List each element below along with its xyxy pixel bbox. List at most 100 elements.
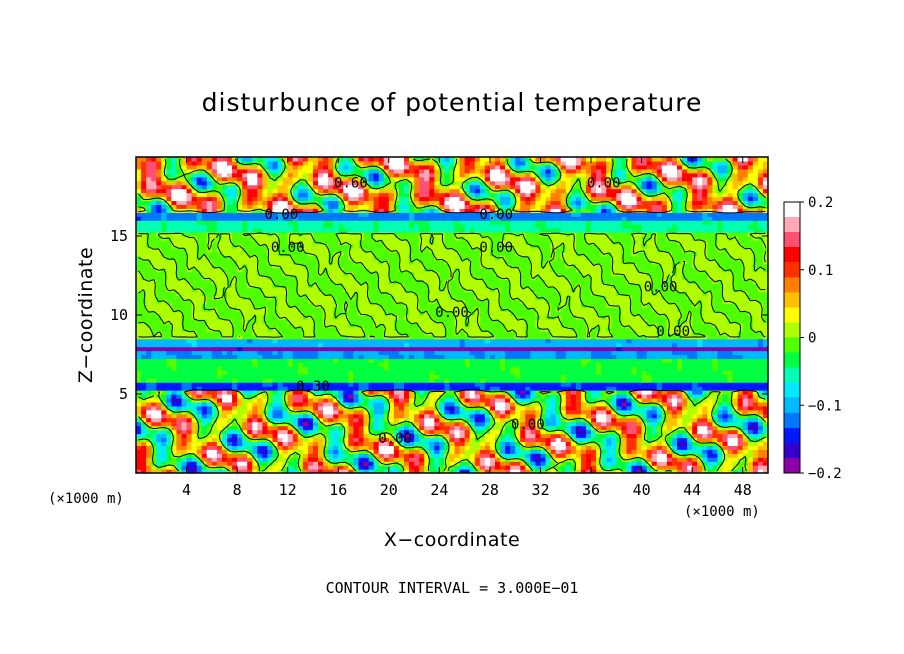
heatmap-cell — [757, 382, 764, 387]
heatmap-cell — [707, 326, 713, 332]
heatmap-cell — [494, 394, 501, 399]
heatmap-cell — [196, 465, 203, 470]
heatmap-cell — [535, 405, 542, 411]
heatmap-cell — [494, 346, 501, 352]
heatmap-cell — [141, 457, 147, 462]
heatmap-cell — [449, 445, 456, 450]
heatmap-cell — [449, 334, 456, 340]
heatmap-cell — [393, 342, 400, 348]
heatmap-cell — [535, 354, 542, 360]
heatmap-cell — [156, 322, 162, 328]
heatmap-cell — [388, 342, 395, 348]
heatmap-cell — [312, 370, 319, 375]
heatmap-cell — [181, 350, 188, 356]
heatmap-cell — [661, 338, 668, 344]
heatmap-cell — [237, 394, 243, 399]
heatmap-cell — [272, 409, 279, 415]
heatmap-cell — [439, 457, 446, 462]
heatmap-cell — [459, 453, 466, 458]
heatmap-cell — [606, 394, 612, 399]
heatmap-cell — [434, 417, 440, 423]
heatmap-cell — [454, 421, 461, 427]
heatmap-cell — [267, 350, 274, 356]
heatmap-cell — [651, 346, 658, 352]
heatmap-cell — [626, 326, 633, 332]
heatmap-cell — [702, 413, 708, 419]
heatmap-cell — [732, 366, 739, 371]
heatmap-cell — [712, 397, 719, 403]
heatmap-cell — [414, 322, 420, 328]
heatmap-cell — [585, 366, 592, 371]
heatmap-cell — [186, 405, 193, 411]
heatmap-cell — [206, 433, 213, 439]
heatmap-cell — [368, 421, 375, 427]
heatmap-cell — [282, 397, 289, 403]
heatmap-cell — [489, 405, 496, 411]
heatmap-cell — [752, 405, 759, 411]
heatmap-cell — [575, 409, 582, 415]
heatmap-cell — [247, 405, 253, 411]
heatmap-cell — [439, 350, 446, 356]
heatmap-cell — [515, 465, 521, 470]
heatmap-cell — [307, 441, 314, 446]
heatmap-cell — [414, 366, 420, 371]
heatmap-cell — [227, 453, 233, 458]
heatmap-cell — [363, 382, 370, 387]
heatmap-cell — [752, 441, 759, 446]
heatmap-cell — [156, 401, 162, 407]
heatmap-cell — [555, 362, 562, 367]
heatmap-cell — [484, 346, 491, 352]
heatmap-cell — [505, 315, 511, 320]
heatmap-cell — [510, 366, 516, 371]
heatmap-cell — [267, 374, 274, 379]
heatmap-cell — [747, 429, 754, 435]
heatmap-cell — [591, 449, 597, 454]
heatmap-cell — [651, 453, 658, 458]
heatmap-cell — [247, 342, 253, 348]
heatmap-cell — [141, 362, 147, 367]
heatmap-cell — [676, 441, 683, 446]
heatmap-cell — [545, 437, 552, 442]
heatmap-cell — [166, 394, 172, 399]
heatmap-cell — [312, 417, 319, 423]
heatmap-cell — [257, 425, 263, 431]
heatmap-cell — [363, 338, 370, 344]
heatmap-cell — [474, 346, 481, 352]
heatmap-cell — [580, 338, 587, 344]
heatmap-cell — [671, 397, 678, 403]
heatmap-cell — [621, 374, 628, 379]
heatmap-cell — [732, 445, 739, 450]
heatmap-cell — [186, 390, 193, 395]
heatmap-cell — [676, 338, 683, 344]
heatmap-cell — [424, 315, 430, 320]
heatmap-cell — [717, 370, 724, 375]
heatmap-cell — [196, 394, 203, 399]
heatmap-cell — [449, 397, 456, 403]
heatmap-cell — [409, 421, 415, 427]
heatmap-cell — [328, 338, 334, 344]
heatmap-cell — [742, 437, 749, 442]
heatmap-cell — [727, 374, 734, 379]
heatmap-cell — [252, 445, 258, 450]
heatmap-cell — [560, 382, 567, 387]
heatmap-cell — [196, 441, 203, 446]
heatmap-cell — [262, 346, 269, 352]
heatmap-cell — [479, 390, 486, 395]
heatmap-cell — [591, 394, 597, 399]
heatmap-cell — [651, 457, 658, 462]
heatmap-cell — [727, 322, 734, 328]
heatmap-cell — [409, 378, 415, 383]
heatmap-cell — [186, 421, 193, 427]
heatmap-cell — [479, 469, 486, 473]
heatmap-cell — [176, 346, 183, 352]
heatmap-cell — [409, 429, 415, 435]
heatmap-cell — [333, 350, 339, 356]
heatmap-cell — [494, 366, 501, 371]
heatmap-cell — [403, 457, 410, 462]
heatmap-cell — [535, 449, 542, 454]
heatmap-cell — [697, 417, 703, 423]
heatmap-cell — [171, 354, 178, 360]
heatmap-cell — [242, 397, 248, 403]
heatmap-cell — [388, 409, 395, 415]
heatmap-cell — [489, 382, 496, 387]
